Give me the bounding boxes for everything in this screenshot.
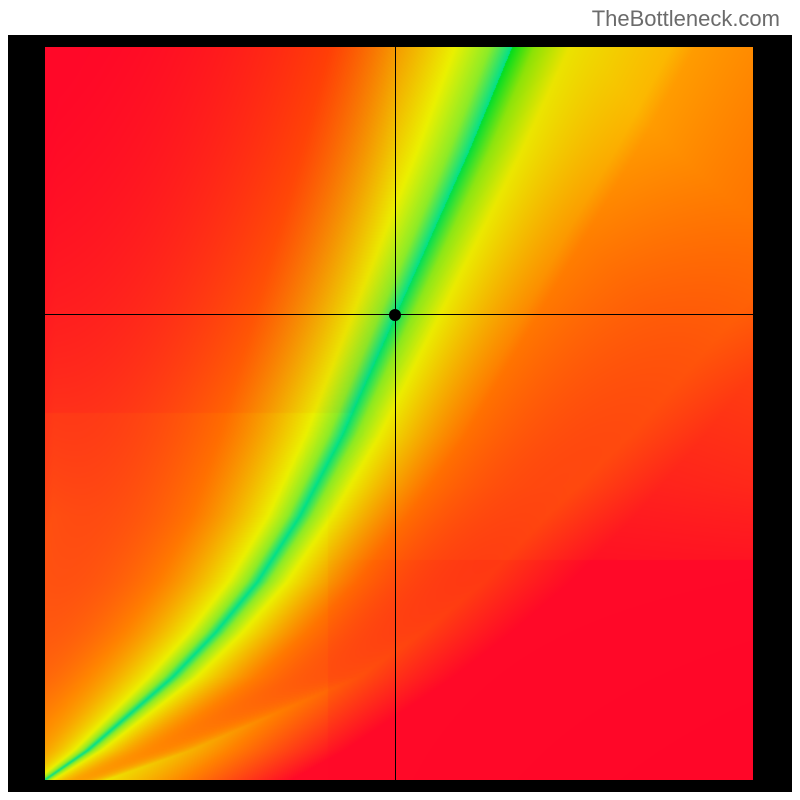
chart-container: TheBottleneck.com xyxy=(0,0,800,800)
plot-frame xyxy=(8,35,792,792)
heatmap-canvas xyxy=(45,47,753,780)
crosshair-marker xyxy=(389,309,401,321)
attribution-text: TheBottleneck.com xyxy=(592,6,780,32)
plot-area xyxy=(45,47,753,780)
crosshair-vertical xyxy=(395,47,396,780)
